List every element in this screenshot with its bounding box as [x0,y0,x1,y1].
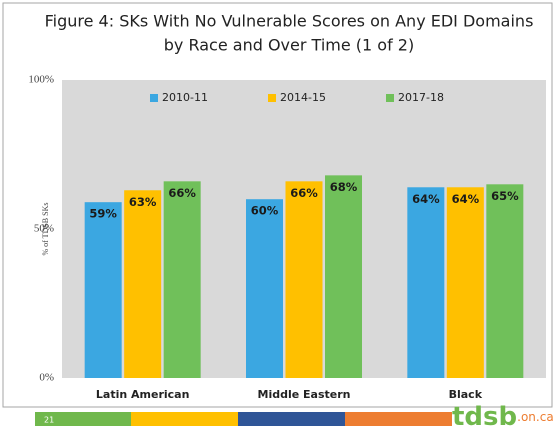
bar [446,187,484,378]
y-axis-label: % of TDSB SKs [41,203,50,256]
legend-swatch [386,94,394,102]
bar [486,184,524,378]
logo-suffix: .on.ca [517,410,554,424]
logo: tdsb.on.ca [452,402,554,432]
data-label: 66% [290,186,318,200]
footer-strip [345,412,452,426]
legend-swatch [150,94,158,102]
chart-title: by Race and Over Time (1 of 2) [164,36,414,55]
data-label: 66% [168,186,196,200]
bar [285,181,323,378]
data-label: 65% [491,189,519,203]
y-tick-label: 0% [39,372,54,384]
bar [246,199,283,378]
footer-strip [131,412,238,426]
bar [124,190,162,378]
data-label: 59% [89,207,117,221]
x-tick-label: Latin American [96,388,190,401]
y-tick-label: 100% [28,74,54,86]
legend-label: 2014-15 [280,91,326,104]
page-number: 21 [44,416,54,425]
bar [407,187,445,378]
bar [84,202,122,378]
data-label: 68% [330,180,358,194]
data-label: 60% [251,204,279,218]
logo-text: tdsb [452,402,517,432]
legend-swatch [268,94,276,102]
bar [163,181,201,378]
data-label: 64% [452,192,480,206]
y-tick-label: 50% [34,223,54,235]
legend-label: 2010-11 [162,91,208,104]
footer-strip [238,412,345,426]
data-label: 63% [129,195,157,209]
bar [325,175,362,378]
chart-title: Figure 4: SKs With No Vulnerable Scores … [45,12,534,31]
legend-label: 2017-18 [398,91,444,104]
x-tick-label: Black [449,388,483,401]
footer-strip [35,412,131,426]
x-tick-label: Middle Eastern [258,388,351,401]
data-label: 64% [412,192,440,206]
